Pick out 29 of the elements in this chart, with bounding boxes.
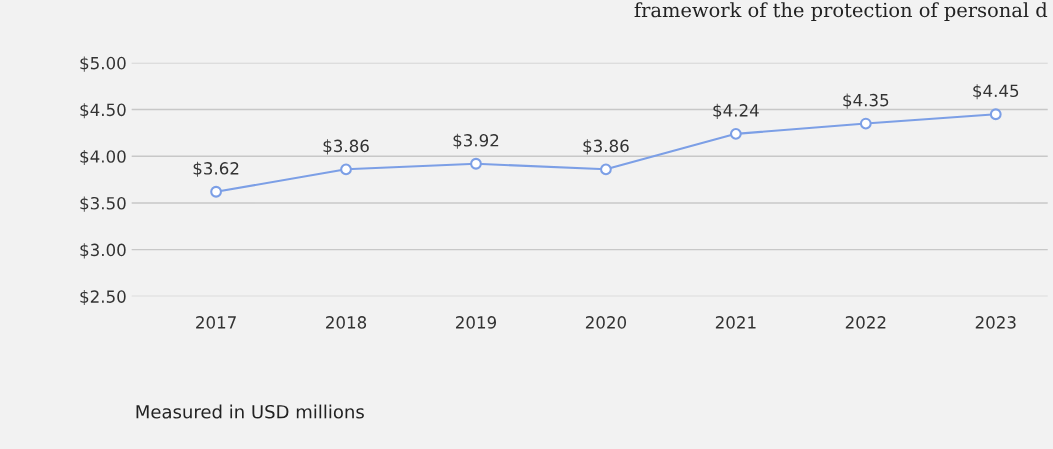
- y-tick-label: $5.00: [80, 56, 126, 72]
- y-tick-label: $3.00: [80, 243, 126, 259]
- text: $3.92: [453, 133, 499, 149]
- x-tick-label: 2022: [845, 316, 886, 329]
- point: [729, 127, 742, 140]
- point: [470, 157, 482, 170]
- x-tick-label: 2018: [326, 316, 367, 329]
- x-tick-label: 2023: [975, 316, 1016, 329]
- point: [210, 185, 222, 198]
- x-tick-label: 2019: [455, 316, 497, 329]
- y-tick-label: $4.00: [80, 149, 126, 166]
- text: $3.62: [193, 161, 239, 177]
- x-tick-label: 2020: [585, 316, 627, 329]
- text: $4.24: [713, 103, 759, 119]
- point: [600, 163, 612, 176]
- point: [989, 108, 1002, 121]
- text: Measured in USD millions: [136, 404, 364, 419]
- text: $4.35: [843, 93, 889, 109]
- text: $4.45: [973, 84, 1019, 100]
- point: [859, 117, 872, 130]
- y-tick-label: $2.50: [80, 290, 126, 306]
- y-tick-label: $3.50: [80, 196, 126, 212]
- y-tick-label: $4.50: [80, 103, 126, 119]
- text: $3.86: [583, 139, 629, 155]
- x-tick-label: 2017: [196, 316, 236, 329]
- text: $3.86: [323, 139, 369, 155]
- point: [340, 163, 352, 176]
- x-tick-label: 2021: [715, 316, 756, 329]
- text: framework of the protection of personal d: [634, 2, 1048, 22]
